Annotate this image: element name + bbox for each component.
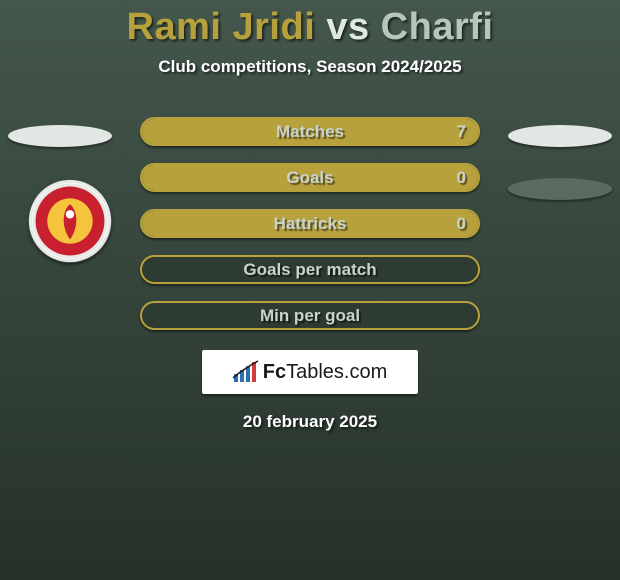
stat-row: Goals per match: [140, 255, 480, 284]
stat-row: Min per goal: [140, 301, 480, 330]
date-text: 20 february 2025: [243, 412, 377, 432]
stat-label: Goals per match: [243, 260, 376, 280]
stat-value-right: 0: [457, 168, 466, 188]
stat-label: Min per goal: [260, 306, 360, 326]
club-badge: [28, 179, 112, 263]
subtitle: Club competitions, Season 2024/2025: [158, 57, 461, 77]
brand-logo: FcTables.com: [202, 350, 418, 394]
title-vs: vs: [326, 6, 369, 48]
brand-pre: Fc: [263, 361, 286, 383]
stat-value-right: 7: [457, 122, 466, 142]
player1-placeholder-ellipse: [8, 125, 112, 147]
brand-suffix: .com: [344, 361, 387, 383]
stat-label: Matches: [276, 122, 344, 142]
title-player2: Charfi: [381, 6, 494, 48]
player2-placeholder-ellipse-2: [508, 178, 612, 200]
stat-label: Goals: [286, 168, 333, 188]
title-player1: Rami Jridi: [127, 6, 316, 48]
brand-post: Tables: [286, 361, 344, 383]
stat-row: Goals 0: [140, 163, 480, 192]
page-title: Rami Jridi vs Charfi: [127, 6, 494, 49]
stats-rows: Matches 7 Goals 0 Hattricks 0 Goals per match M…: [140, 117, 480, 330]
stat-value-right: 0: [457, 214, 466, 234]
stat-row: Hattricks 0: [140, 209, 480, 238]
player2-placeholder-ellipse-1: [508, 125, 612, 147]
content-root: Rami Jridi vs Charfi Club competitions, …: [0, 0, 620, 580]
stat-row: Matches 7: [140, 117, 480, 146]
stat-label: Hattricks: [274, 214, 347, 234]
chart-icon: [233, 360, 259, 384]
club-badge-icon: [28, 179, 112, 263]
brand-text: FcTables.com: [263, 361, 388, 384]
